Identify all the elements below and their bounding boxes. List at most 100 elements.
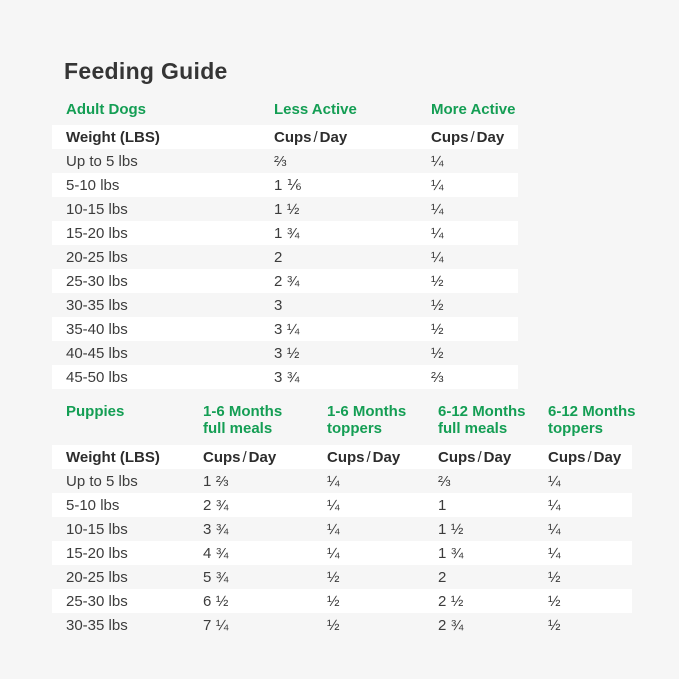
weight-cell: 40-45 lbs [66, 344, 128, 362]
full-meals-6-12-cell: 2 ½ [438, 592, 464, 610]
full-meals-6-12-cell: ⅔ [438, 472, 451, 490]
less-active-cell: 1 ½ [274, 200, 300, 218]
weight-column-header: Weight (LBS) [66, 448, 160, 466]
column-header-less-active: Less Active [274, 101, 357, 118]
full-meals-6-12-cell: 1 [438, 496, 447, 514]
toppers-6-12-cell: ¼ [548, 472, 561, 490]
less-active-cell: 3 ¾ [274, 368, 300, 386]
table-row: 5-10 lbs 2 ¾ ¼ 1 ¼ [52, 493, 632, 517]
more-active-cell: ¼ [431, 200, 444, 218]
weight-cell: 5-10 lbs [66, 496, 120, 514]
table-row: Up to 5 lbs ⅔ ¼ [52, 149, 518, 173]
full-meals-1-6-cell: 7 ¼ [203, 616, 229, 634]
table-row: 45-50 lbs 3 ¾ ⅔ [52, 365, 518, 389]
weight-cell: 45-50 lbs [66, 368, 128, 386]
toppers-1-6-cell: ½ [327, 568, 340, 586]
slash: / [313, 128, 318, 146]
column-header-6-12-months-toppers: 6-12 Months toppers [548, 403, 636, 437]
cups-per-day-header: Cups / Day [431, 128, 505, 146]
table-row: 35-40 lbs 3 ¼ ½ [52, 317, 518, 341]
more-active-cell: ¼ [431, 152, 444, 170]
toppers-1-6-cell: ¼ [327, 472, 340, 490]
table-row: 15-20 lbs 4 ¾ ¼ 1 ¾ ¼ [52, 541, 632, 565]
full-meals-6-12-cell: 2 ¾ [438, 616, 464, 634]
table-row: 20-25 lbs 2 ¼ [52, 245, 518, 269]
less-active-cell: 3 [274, 296, 283, 314]
full-meals-1-6-cell: 1 ⅔ [203, 472, 229, 490]
puppies-table: Puppies 1-6 Months full meals 1-6 Months… [52, 403, 636, 637]
weight-cell: 25-30 lbs [66, 272, 128, 290]
less-active-cell: 1 ¾ [274, 224, 300, 242]
adult-table-section-header: Adult Dogs Less Active More Active [52, 101, 518, 125]
less-active-cell: ⅔ [274, 152, 287, 170]
more-active-cell: ½ [431, 296, 444, 314]
more-active-cell: ½ [431, 344, 444, 362]
more-active-cell: ½ [431, 272, 444, 290]
full-meals-6-12-cell: 1 ¾ [438, 544, 464, 562]
more-active-cell: ½ [431, 320, 444, 338]
full-meals-1-6-cell: 5 ¾ [203, 568, 229, 586]
column-header-6-12-months-full-meals: 6-12 Months full meals [438, 403, 526, 437]
slash: / [242, 448, 247, 466]
full-meals-1-6-cell: 3 ¾ [203, 520, 229, 538]
adult-table-rows: Weight (LBS) Cups / Day Cups / Day Up to 5 l… [52, 125, 518, 389]
less-active-cell: 2 ¾ [274, 272, 300, 290]
weight-cell: Up to 5 lbs [66, 472, 138, 490]
puppies-header-row: Weight (LBS) Cups / Day Cups / Day Cups / Day … [52, 445, 632, 469]
toppers-6-12-cell: ½ [548, 592, 561, 610]
weight-cell: Up to 5 lbs [66, 152, 138, 170]
weight-column-header: Weight (LBS) [66, 128, 160, 146]
slash: / [587, 448, 592, 466]
full-meals-6-12-cell: 2 [438, 568, 447, 586]
table-row: 15-20 lbs 1 ¾ ¼ [52, 221, 518, 245]
toppers-6-12-cell: ½ [548, 616, 561, 634]
weight-cell: 35-40 lbs [66, 320, 128, 338]
full-meals-1-6-cell: 4 ¾ [203, 544, 229, 562]
table-row: 40-45 lbs 3 ½ ½ [52, 341, 518, 365]
toppers-6-12-cell: ½ [548, 568, 561, 586]
more-active-cell: ¼ [431, 248, 444, 266]
cups-per-day-header: Cups / Day [274, 128, 348, 146]
table-row: 25-30 lbs 6 ½ ½ 2 ½ ½ [52, 589, 632, 613]
page-title: Feeding Guide [64, 58, 228, 84]
cups-per-day-header: Cups / Day [548, 448, 622, 466]
less-active-cell: 1 ⅙ [274, 177, 302, 194]
column-header-1-6-months-full-meals: 1-6 Months full meals [203, 403, 283, 437]
cups-per-day-header: Cups / Day [438, 448, 512, 466]
weight-cell: 15-20 lbs [66, 544, 128, 562]
table-row: 5-10 lbs 1 ⅙ ¼ [52, 173, 518, 197]
adult-dogs-table: Adult Dogs Less Active More Active Weigh… [52, 101, 518, 389]
weight-cell: 20-25 lbs [66, 248, 128, 266]
full-meals-1-6-cell: 6 ½ [203, 592, 229, 610]
toppers-6-12-cell: ¼ [548, 520, 561, 538]
less-active-cell: 3 ¼ [274, 320, 300, 338]
table-row: Up to 5 lbs 1 ⅔ ¼ ⅔ ¼ [52, 469, 632, 493]
feeding-guide-page: Feeding Guide Adult Dogs Less Active Mor… [52, 58, 636, 637]
more-active-cell: ⅔ [431, 368, 444, 386]
slash: / [366, 448, 371, 466]
weight-cell: 10-15 lbs [66, 520, 128, 538]
table-row: 10-15 lbs 3 ¾ ¼ 1 ½ ¼ [52, 517, 632, 541]
less-active-cell: 2 [274, 248, 283, 266]
table-row: 10-15 lbs 1 ½ ¼ [52, 197, 518, 221]
less-active-cell: 3 ½ [274, 344, 300, 362]
weight-cell: 20-25 lbs [66, 568, 128, 586]
toppers-6-12-cell: ¼ [548, 496, 561, 514]
full-meals-6-12-cell: 1 ½ [438, 520, 464, 538]
weight-cell: 30-35 lbs [66, 616, 128, 634]
weight-cell: 5-10 lbs [66, 176, 120, 194]
weight-cell: 15-20 lbs [66, 224, 128, 242]
table-row: 30-35 lbs 3 ½ [52, 293, 518, 317]
adult-section-label: Adult Dogs [66, 101, 146, 118]
toppers-1-6-cell: ¼ [327, 520, 340, 538]
cups-per-day-header: Cups / Day [327, 448, 401, 466]
puppies-table-rows: Weight (LBS) Cups / Day Cups / Day Cups / Day … [52, 445, 632, 637]
weight-cell: 10-15 lbs [66, 200, 128, 218]
adult-header-row: Weight (LBS) Cups / Day Cups / Day [52, 125, 518, 149]
cups-per-day-header: Cups / Day [203, 448, 277, 466]
weight-cell: 25-30 lbs [66, 592, 128, 610]
toppers-1-6-cell: ½ [327, 616, 340, 634]
weight-cell: 30-35 lbs [66, 296, 128, 314]
puppies-table-section-header: Puppies 1-6 Months full meals 1-6 Months… [52, 403, 636, 437]
full-meals-1-6-cell: 2 ¾ [203, 496, 229, 514]
